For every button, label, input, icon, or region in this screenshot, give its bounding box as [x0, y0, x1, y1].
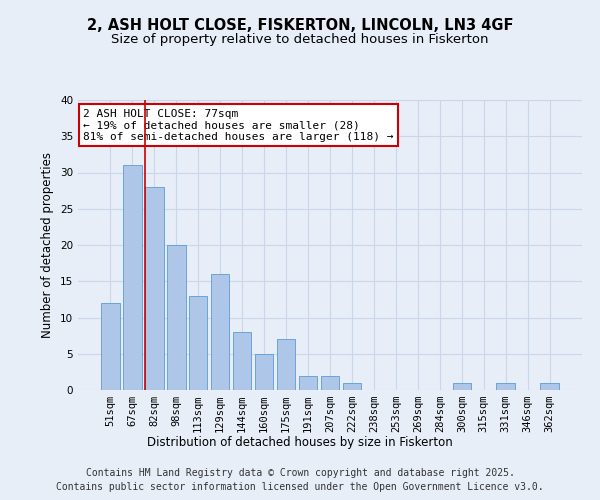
Text: Size of property relative to detached houses in Fiskerton: Size of property relative to detached ho… [111, 32, 489, 46]
Bar [452, 383, 471, 390]
Bar [145, 187, 164, 390]
Bar [277, 339, 295, 390]
Bar [233, 332, 251, 390]
Bar [101, 303, 119, 390]
Bar [320, 376, 340, 390]
Bar [343, 383, 361, 390]
Bar [299, 376, 317, 390]
Bar [211, 274, 229, 390]
Text: Distribution of detached houses by size in Fiskerton: Distribution of detached houses by size … [147, 436, 453, 449]
Text: Contains HM Land Registry data © Crown copyright and database right 2025.
Contai: Contains HM Land Registry data © Crown c… [56, 468, 544, 492]
Text: 2 ASH HOLT CLOSE: 77sqm
← 19% of detached houses are smaller (28)
81% of semi-de: 2 ASH HOLT CLOSE: 77sqm ← 19% of detache… [83, 108, 394, 142]
Bar [167, 245, 185, 390]
Y-axis label: Number of detached properties: Number of detached properties [41, 152, 55, 338]
Bar [123, 165, 142, 390]
Bar [541, 383, 559, 390]
Bar [189, 296, 208, 390]
Text: 2, ASH HOLT CLOSE, FISKERTON, LINCOLN, LN3 4GF: 2, ASH HOLT CLOSE, FISKERTON, LINCOLN, L… [87, 18, 513, 32]
Bar [496, 383, 515, 390]
Bar [255, 354, 274, 390]
